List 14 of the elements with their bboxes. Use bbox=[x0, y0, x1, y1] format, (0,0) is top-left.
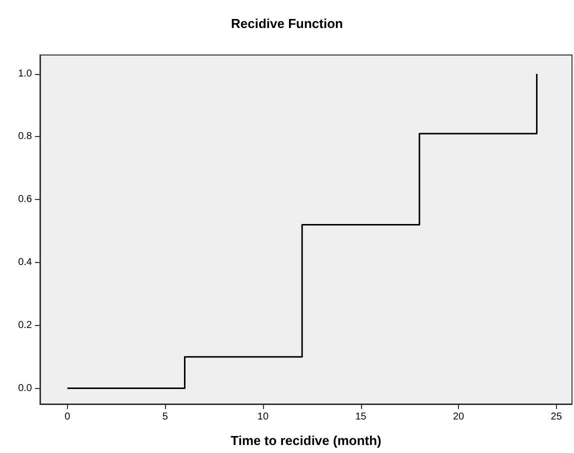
y-tick-label: 0.6 bbox=[18, 194, 32, 206]
x-tick-label: 15 bbox=[355, 412, 367, 422]
y-tick-label: 0.2 bbox=[18, 320, 32, 331]
x-tick-label: 25 bbox=[550, 412, 562, 422]
y-tick-label: 0.0 bbox=[18, 382, 32, 394]
y-tick-label: 1.0 bbox=[18, 68, 32, 80]
chart-title: Recidive Function bbox=[231, 16, 344, 31]
x-tick-label: 5 bbox=[162, 412, 168, 422]
x-axis-title: Time to recidive (month) bbox=[230, 433, 382, 448]
x-tick-label: 0 bbox=[64, 412, 71, 422]
x-tick-label: 10 bbox=[257, 412, 269, 422]
y-tick-label: 0.4 bbox=[18, 257, 32, 268]
y-tick-label: 0.8 bbox=[18, 131, 32, 142]
x-tick-label: 20 bbox=[452, 412, 465, 422]
